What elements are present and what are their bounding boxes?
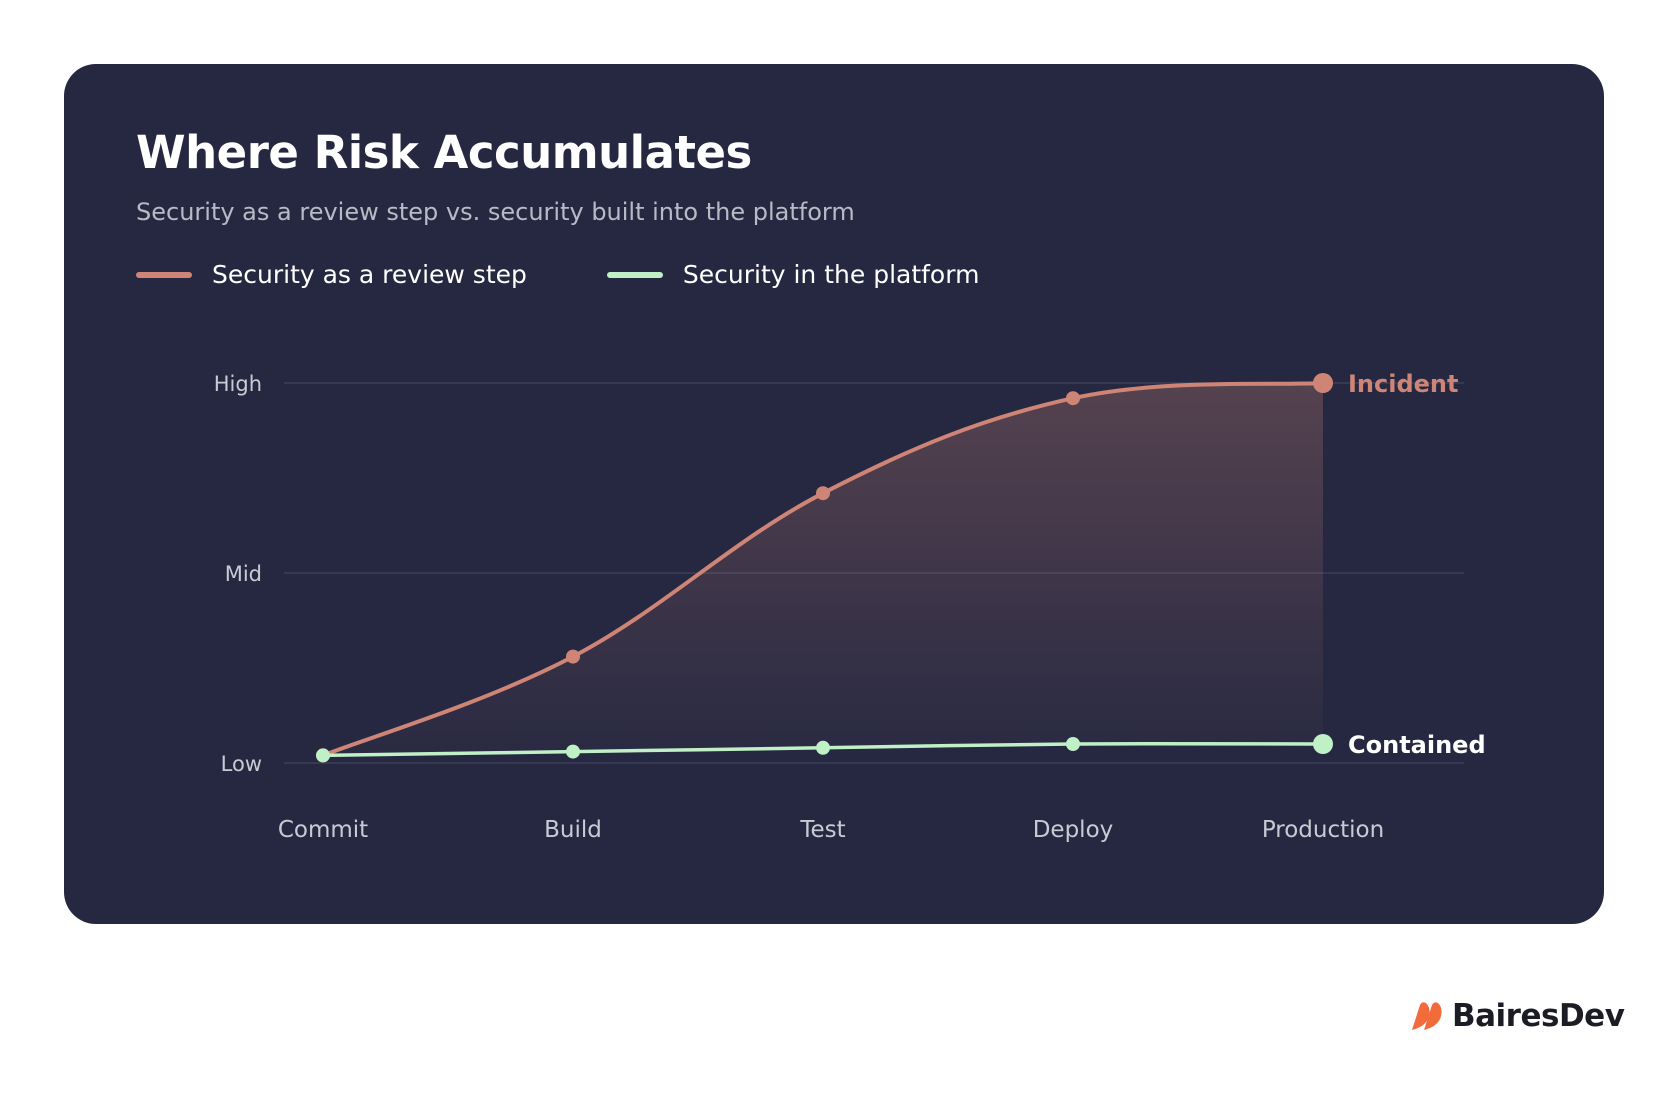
chart-title: Where Risk Accumulates bbox=[136, 126, 752, 179]
legend-label-review: Security as a review step bbox=[212, 260, 527, 289]
legend-label-platform: Security in the platform bbox=[682, 260, 980, 289]
data-point-review bbox=[1313, 373, 1333, 393]
x-tick-label: Deploy bbox=[1033, 817, 1114, 843]
data-point-review bbox=[1066, 391, 1080, 406]
data-point-review bbox=[566, 649, 580, 664]
end-label-review: Incident bbox=[1348, 370, 1458, 398]
legend-swatch-review bbox=[136, 271, 192, 278]
chart-card: Where Risk Accumulates Security as a rev… bbox=[64, 64, 1604, 924]
chart-subtitle: Security as a review step vs. security b… bbox=[136, 198, 855, 226]
data-point-platform bbox=[316, 748, 330, 763]
x-tick-label: Production bbox=[1262, 817, 1384, 843]
bairesdev-logo-icon bbox=[1412, 1002, 1442, 1030]
x-tick-label: Build bbox=[544, 817, 602, 843]
data-point-platform bbox=[816, 740, 830, 755]
x-tick-label: Commit bbox=[278, 817, 368, 843]
end-label-platform: Contained bbox=[1348, 731, 1486, 759]
data-point-platform bbox=[566, 744, 580, 759]
x-tick-label: Test bbox=[799, 817, 845, 843]
brand-name: BairesDev bbox=[1452, 998, 1625, 1034]
data-point-platform bbox=[1066, 737, 1080, 751]
y-tick-label: Mid bbox=[225, 562, 262, 586]
data-point-review bbox=[816, 486, 830, 501]
data-point-platform bbox=[1313, 734, 1333, 754]
y-tick-label: Low bbox=[221, 752, 262, 776]
legend-swatch-platform bbox=[606, 271, 663, 278]
legend: Security as a review step Security in th… bbox=[136, 260, 1059, 289]
brand-logo: BairesDev bbox=[1410, 998, 1625, 1034]
legend-item-platform: Security in the platform bbox=[606, 260, 980, 289]
y-tick-label: High bbox=[214, 372, 262, 396]
legend-item-review: Security as a review step bbox=[136, 260, 527, 289]
